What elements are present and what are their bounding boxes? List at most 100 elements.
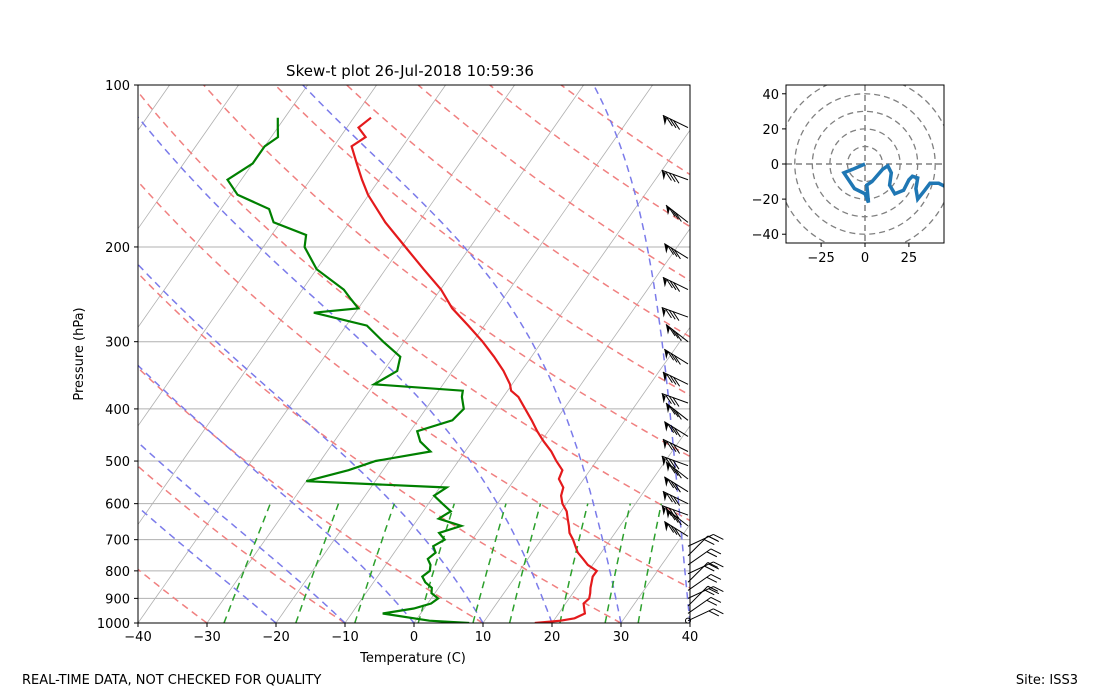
hodograph-axes: −25 0 25 −40 −20 0 20 40 (752, 88, 918, 266)
barb-flag (664, 521, 669, 532)
barb-feather (710, 596, 722, 603)
dry-adiabat (138, 272, 622, 623)
isotherm-line (138, 85, 515, 623)
hodograph-ring (794, 93, 936, 235)
y-tick-label: 200 (105, 241, 130, 256)
hodograph-y-tick-label: 20 (762, 123, 779, 138)
dewpoint-profile (225, 117, 470, 623)
wind-barb (663, 421, 689, 438)
barb-feather (665, 308, 672, 319)
wind-barb (687, 562, 719, 583)
barb-flag (662, 491, 667, 502)
barb-feather (666, 373, 673, 384)
isotherm-line (138, 85, 377, 427)
barb-feather (669, 280, 677, 291)
moist-adiabat (138, 441, 346, 623)
barb-feather (672, 311, 680, 321)
isotherm-line (551, 425, 690, 623)
x-tick-label: 0 (410, 630, 418, 645)
barb-feather (665, 171, 672, 181)
barb-feather (704, 589, 715, 596)
wind-barb (687, 573, 722, 591)
isotherm-line (138, 85, 308, 329)
barb-flag (665, 324, 670, 335)
y-tick-label: 900 (105, 592, 130, 607)
barb-flag (664, 421, 669, 432)
isotherm-line (275, 85, 653, 623)
wind-barb (661, 455, 689, 470)
barb-feather (674, 331, 682, 342)
x-tick-label: 30 (613, 630, 630, 645)
barb-flag (665, 205, 670, 216)
wind-barb (662, 371, 689, 387)
barb-feather (670, 525, 678, 535)
hodograph-y-tick-label: −20 (752, 193, 779, 208)
barb-feather (706, 599, 718, 606)
x-tick-label: −20 (262, 630, 289, 645)
barb-feather (707, 585, 719, 592)
wind-barb (665, 204, 689, 223)
barb-feather (706, 576, 718, 583)
dry-adiabat (203, 85, 690, 458)
x-axis-label: Temperature (C) (359, 651, 466, 666)
wind-barb (661, 169, 689, 184)
barb-feather (673, 376, 681, 387)
x-tick-label: 10 (475, 630, 492, 645)
barb-feather (668, 463, 676, 474)
barb-flag (661, 505, 666, 516)
barb-feather (669, 375, 677, 385)
barb-feather (670, 247, 678, 258)
wind-barb (662, 438, 689, 454)
barb-flag (664, 243, 669, 254)
x-tick-label: −10 (331, 630, 358, 645)
wind-barb (661, 307, 689, 321)
temperature-profile (350, 116, 599, 623)
barb-feather (673, 120, 681, 130)
dry-adiabat (274, 85, 690, 397)
wind-barb (665, 324, 689, 343)
barb-feather (668, 507, 676, 518)
barb-feather (668, 395, 676, 406)
hodograph-y-tick-label: −40 (752, 228, 779, 243)
barb-feather (666, 278, 673, 289)
barb-feather (672, 459, 680, 470)
dry-adiabat (138, 568, 208, 623)
moist-adiabat (138, 115, 553, 623)
dry-adiabat (138, 465, 346, 623)
barb-feather (674, 427, 681, 438)
wind-barb (687, 585, 719, 607)
y-tick-label: 700 (105, 534, 130, 549)
barb-flag (662, 439, 667, 450)
isotherm-line (482, 326, 690, 623)
hodograph: −25 0 25 −40 −20 0 20 40 (752, 84, 945, 266)
y-tick-label: 1000 (97, 617, 130, 632)
barb-calm-circle (685, 617, 691, 624)
mixing-ratio-line (472, 503, 507, 623)
barb-feather (666, 116, 673, 127)
mixing-ratio-line (508, 503, 542, 623)
wind-barb (663, 476, 689, 493)
barb-feather (669, 494, 677, 505)
hodograph-plot-area (786, 85, 944, 243)
barb-feather (668, 458, 676, 469)
hodograph-trace (841, 162, 944, 204)
barb-feather (667, 423, 675, 433)
barb-feather (671, 209, 679, 220)
barb-feather (670, 480, 678, 491)
dry-adiabat (138, 90, 690, 522)
barb-flag (662, 372, 667, 383)
y-tick-label: 600 (105, 498, 130, 513)
barb-flag (661, 307, 666, 318)
barb-flag (665, 403, 670, 414)
barb-flag (661, 393, 666, 404)
barb-feather (667, 478, 675, 489)
barb-flag (661, 170, 666, 181)
barb-feather (704, 539, 715, 545)
barb-feather (674, 468, 682, 479)
mixing-ratio-line (354, 503, 396, 623)
barb-shaft (687, 585, 709, 607)
wind-barb (662, 114, 689, 130)
y-tick-label: 500 (105, 455, 130, 470)
barb-feather (710, 573, 722, 580)
